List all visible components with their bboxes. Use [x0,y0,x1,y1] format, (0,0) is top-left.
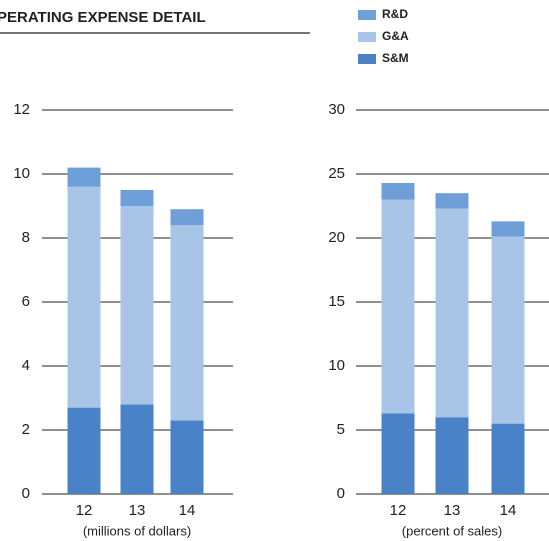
legend-label: R&D [382,7,408,21]
legend-swatch [358,32,376,42]
bar-segment [381,413,415,494]
x-axis-label: (millions of dollars) [83,523,191,538]
bar-segment [381,199,415,414]
legend-swatch [358,10,376,20]
legend-label: S&M [382,51,409,65]
x-tick-label: 14 [500,502,517,519]
y-tick-label: 25 [328,165,345,182]
bar-segment [170,225,204,421]
y-tick-label: 0 [337,485,345,502]
y-tick-label: 10 [13,165,30,182]
bar-segment [435,193,469,209]
x-tick-label: 12 [76,502,93,519]
bar-segment [67,407,101,494]
x-tick-label: 13 [129,502,146,519]
bar-segment [435,417,469,494]
y-tick-label: 20 [328,229,345,246]
y-tick-label: 2 [22,421,30,438]
bar-segment [67,167,101,187]
bar-segment [381,182,415,200]
x-tick-label: 12 [390,502,407,519]
bar-segment [491,221,525,237]
bar-segment [435,208,469,418]
y-tick-label: 6 [22,293,30,310]
bar-segment [120,206,154,405]
chart-title: PERATING EXPENSE DETAIL [0,9,206,26]
y-tick-label: 12 [13,101,30,118]
bar-segment [491,423,525,494]
bar-segment [170,209,204,226]
y-tick-label: 5 [337,421,345,438]
y-tick-label: 30 [328,101,345,118]
legend-swatch [358,54,376,64]
x-tick-label: 14 [179,502,196,519]
legend-label: G&A [382,29,409,43]
y-tick-label: 8 [22,229,30,246]
bar-segment [120,190,154,206]
x-tick-label: 13 [444,502,461,519]
bar-segment [67,186,101,408]
bar-segment [120,404,154,494]
bar-segment [170,420,204,494]
y-tick-label: 15 [328,293,345,310]
bar-segment [491,236,525,424]
y-tick-label: 0 [22,485,30,502]
y-tick-label: 4 [22,357,30,374]
y-tick-label: 10 [328,357,345,374]
x-axis-label: (percent of sales) [402,523,502,538]
